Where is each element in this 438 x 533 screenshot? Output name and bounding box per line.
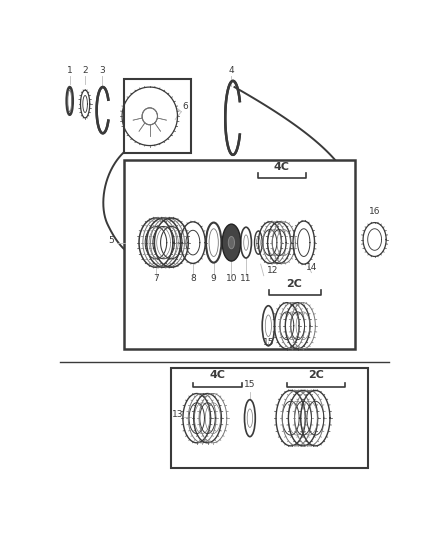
Text: 1: 1 xyxy=(67,66,73,75)
Bar xyxy=(171,368,367,468)
Text: 2: 2 xyxy=(82,66,88,75)
Text: 15: 15 xyxy=(244,381,256,390)
Ellipse shape xyxy=(222,224,240,261)
Text: 15: 15 xyxy=(263,338,274,347)
Text: 4: 4 xyxy=(229,66,234,75)
Bar xyxy=(124,79,191,152)
Text: 10: 10 xyxy=(226,274,237,283)
Text: 7: 7 xyxy=(153,274,159,283)
Text: 14: 14 xyxy=(306,263,317,272)
Text: 8: 8 xyxy=(190,274,196,283)
Text: 5: 5 xyxy=(109,236,114,245)
Text: 4C: 4C xyxy=(209,370,226,380)
Text: 2C: 2C xyxy=(286,279,303,289)
Text: 13: 13 xyxy=(172,410,183,418)
Text: 3: 3 xyxy=(99,66,105,75)
Text: 9: 9 xyxy=(211,274,216,283)
Text: 11: 11 xyxy=(240,274,252,283)
Text: 2C: 2C xyxy=(308,370,324,380)
Ellipse shape xyxy=(228,237,234,249)
Text: 16: 16 xyxy=(369,207,380,216)
Bar xyxy=(124,160,355,349)
Text: 4C: 4C xyxy=(273,162,290,172)
Text: 6: 6 xyxy=(182,102,188,111)
Text: 12: 12 xyxy=(267,266,278,276)
